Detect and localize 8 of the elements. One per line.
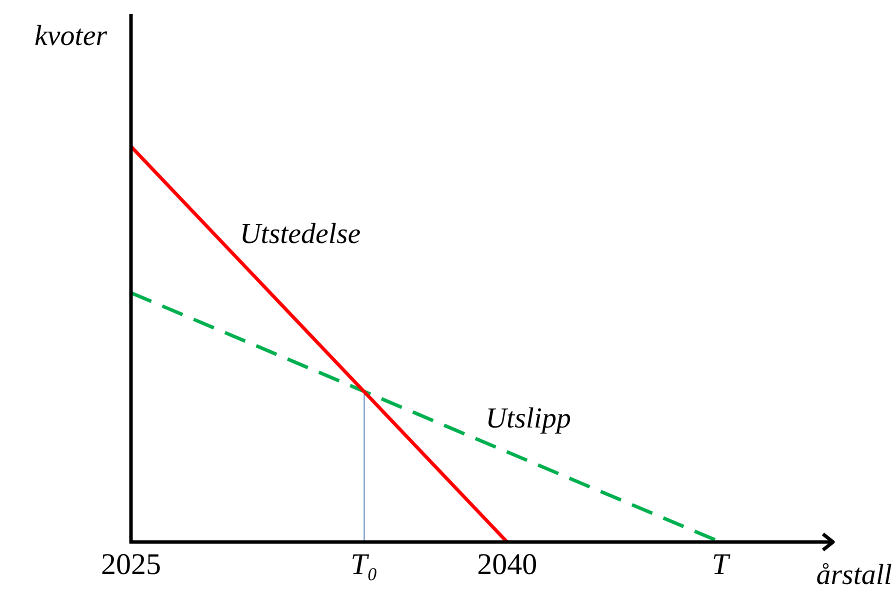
x-tick-label: 2040 (477, 548, 538, 581)
x-tick-label: 2025 (101, 548, 161, 581)
x-axis-title: årstall (816, 559, 892, 591)
x-tick-label: T (712, 548, 731, 581)
series-label: Utstedelse (240, 218, 361, 250)
x-tick-label: T₀ (350, 548, 378, 581)
y-axis-title: kvoter (34, 20, 108, 52)
series-label: Utslipp (486, 402, 571, 434)
